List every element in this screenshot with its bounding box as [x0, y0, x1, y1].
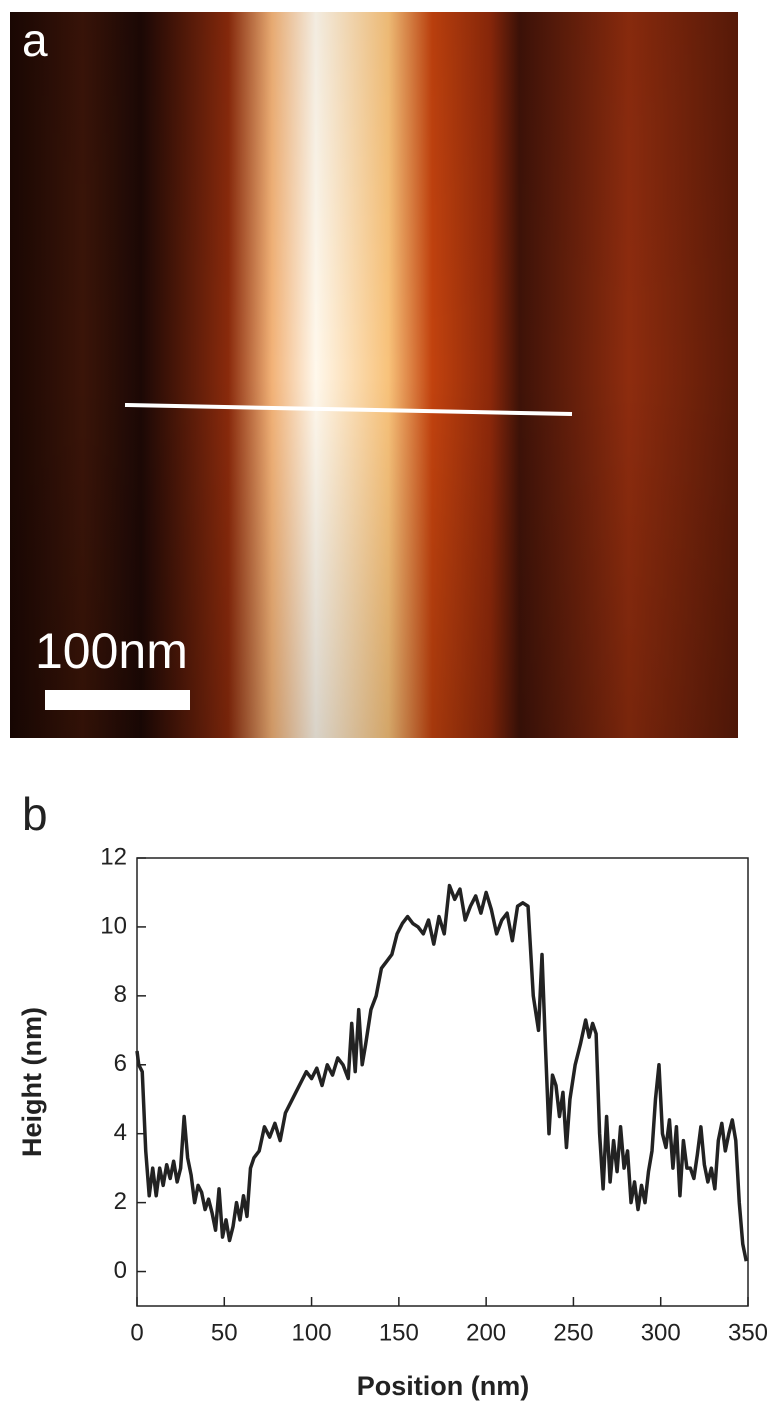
x-tick-label: 300	[641, 1319, 681, 1346]
x-tick-label: 350	[728, 1319, 768, 1346]
profile-line	[124, 403, 573, 416]
y-tick-label: 8	[114, 981, 127, 1008]
panel-label: b	[22, 788, 48, 840]
profile-line	[135, 883, 748, 1262]
y-tick-label: 12	[100, 843, 127, 870]
y-tick-label: 10	[100, 912, 127, 939]
x-tick-label: 100	[292, 1319, 332, 1346]
x-tick-label: 150	[379, 1319, 419, 1346]
x-tick-label: 200	[466, 1319, 506, 1346]
x-axis-label: Position (nm)	[357, 1371, 529, 1401]
scale-bar-label: 100nm	[35, 623, 188, 679]
afm-shading	[10, 12, 738, 738]
y-tick-label: 6	[114, 1050, 127, 1077]
y-tick-label: 0	[114, 1257, 127, 1284]
y-tick-label: 2	[114, 1188, 127, 1215]
x-tick-label: 250	[553, 1319, 593, 1346]
panel-label: a	[22, 14, 48, 66]
plot-frame	[136, 857, 749, 1307]
scale-bar	[45, 690, 190, 710]
x-tick-label: 50	[211, 1319, 238, 1346]
y-tick-label: 4	[114, 1119, 127, 1146]
y-axis-label: Height (nm)	[17, 1007, 47, 1157]
x-tick-label: 0	[130, 1319, 143, 1346]
